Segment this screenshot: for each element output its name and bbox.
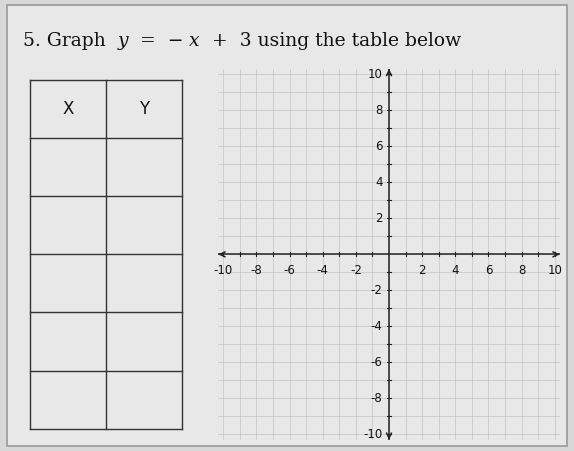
Text: -8: -8	[251, 264, 262, 277]
Text: -10: -10	[363, 428, 382, 441]
Text: x: x	[189, 32, 200, 51]
Text: y: y	[117, 32, 128, 51]
Text: 10: 10	[547, 264, 562, 277]
Text: 10: 10	[367, 68, 382, 81]
Text: -10: -10	[214, 264, 233, 277]
Text: 2: 2	[418, 264, 426, 277]
Text: +  3 using the table below: + 3 using the table below	[200, 32, 461, 51]
Text: -6: -6	[284, 264, 296, 277]
Text: 4: 4	[452, 264, 459, 277]
Text: Y: Y	[139, 100, 149, 118]
Text: 4: 4	[375, 176, 382, 189]
Text: 8: 8	[375, 104, 382, 117]
Text: -4: -4	[317, 264, 329, 277]
Text: -8: -8	[371, 392, 382, 405]
Text: =  −: = −	[128, 32, 189, 51]
Text: -2: -2	[350, 264, 362, 277]
Text: 6: 6	[484, 264, 492, 277]
Text: 2: 2	[375, 212, 382, 225]
Text: -6: -6	[370, 356, 382, 369]
Text: 6: 6	[375, 140, 382, 153]
Text: 5. Graph: 5. Graph	[22, 32, 117, 51]
Text: 8: 8	[518, 264, 525, 277]
Text: X: X	[62, 100, 73, 118]
Text: -4: -4	[370, 320, 382, 333]
Text: -2: -2	[370, 284, 382, 297]
